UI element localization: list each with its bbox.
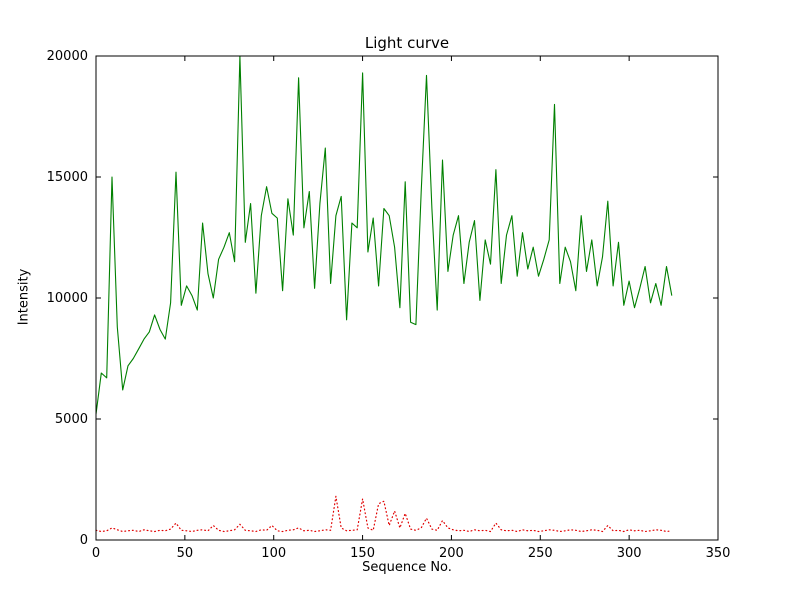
x-tick-label: 250 <box>528 546 553 561</box>
background-series-line <box>95 495 673 533</box>
y-tick-label: 20000 <box>47 49 88 64</box>
x-tick-label: 300 <box>617 546 642 561</box>
axes-frame <box>95 55 719 541</box>
y-tick-label: 5000 <box>55 412 88 427</box>
intensity-series-line <box>95 55 673 415</box>
y-tick-label: 0 <box>80 533 88 548</box>
x-tick-label: 50 <box>177 546 194 561</box>
x-tick-label: 0 <box>92 546 100 561</box>
y-tick-label: 15000 <box>47 170 88 185</box>
x-tick-label: 200 <box>439 546 464 561</box>
chart-title: Light curve <box>364 34 450 52</box>
x-tick-label: 100 <box>261 546 286 561</box>
x-tick-label: 350 <box>706 546 731 561</box>
x-tick-label: 150 <box>350 546 375 561</box>
y-tick-label: 10000 <box>47 291 88 306</box>
x-axis-label: Sequence No. <box>362 560 452 575</box>
